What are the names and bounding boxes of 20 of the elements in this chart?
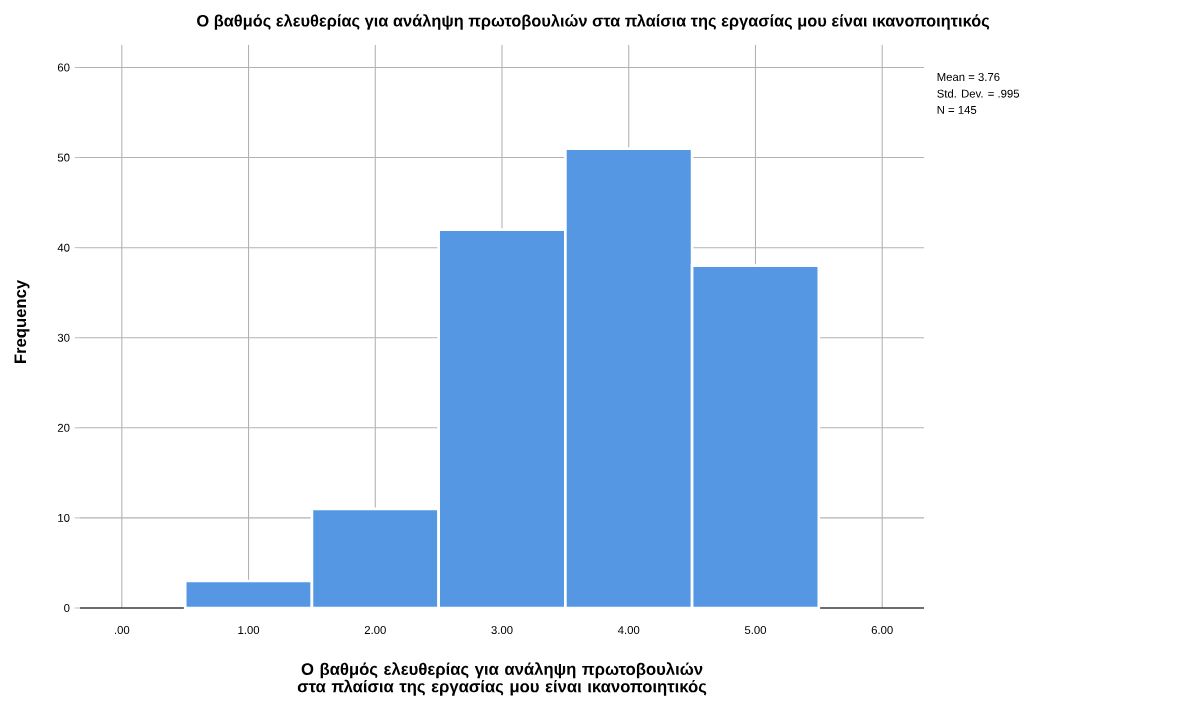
text: Mean = 3.76 [937,72,1000,81]
x-tick-label: 3.00 [491,626,513,635]
y-tick-label: 10 [58,513,70,522]
x-tick-label: 4.00 [617,626,640,635]
text: Std. Dev. = .995 [937,89,1020,98]
x-axis-title: Ο βαθμός ελευθερίας για ανάληψη πρωτοβουλιών στα πλαίσια της εργασίας μου είναι ικανοποιητικός [297,662,707,696]
y-tick-label: 40 [57,243,70,252]
chart-title: Ο βαθμός ελευθερίας για ανάληψη πρωτοβουλιών στα πλαίσια της εργασίας μου είναι ικανοποιητικός [197,14,990,30]
x-tick-label: 1.00 [238,626,260,635]
y-tick-label: 20 [57,423,70,432]
y-axis-title: Frequency [14,279,30,364]
x-tick-label: 2.00 [364,626,386,635]
y-tick-label: 50 [57,153,70,162]
y-tick-label: 0 [64,603,70,612]
text: N = 145 [937,106,977,114]
x-tick-label: .00 [114,626,130,635]
y-tick-label: 60 [57,63,70,72]
y-tick-label: 30 [57,333,70,342]
x-tick-label: 5.00 [744,626,767,635]
x-tick-label: 6.00 [871,626,893,635]
